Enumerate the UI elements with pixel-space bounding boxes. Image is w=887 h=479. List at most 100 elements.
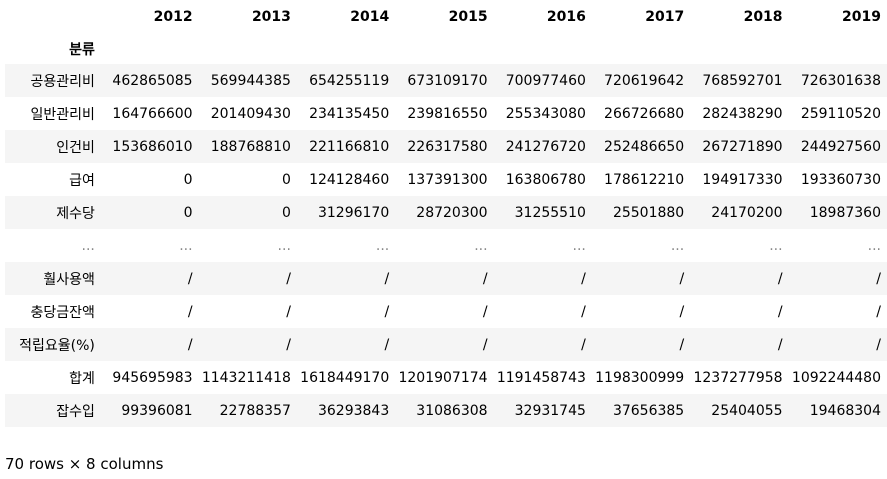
table-cell: / — [876, 303, 881, 320]
table-cell: / — [679, 270, 685, 287]
table-cell: 137391300 — [407, 171, 488, 188]
table-cell: ... — [670, 237, 685, 254]
table-row: ........................... — [5, 229, 887, 262]
column-header: 2015 — [448, 9, 488, 25]
table-cell: 569944385 — [210, 72, 291, 89]
table-cell: 462865085 — [112, 72, 193, 89]
index-name: 분류 — [69, 42, 95, 58]
table-cell: / — [679, 303, 685, 320]
table-cell: 255343080 — [505, 105, 586, 122]
table-cell: ... — [179, 237, 193, 254]
row-index-label: 공용관리비 — [30, 73, 95, 90]
row-index-label: 합계 — [69, 370, 95, 387]
table-cell: 31296170 — [317, 204, 390, 221]
table-cell: 266726680 — [604, 105, 685, 122]
table-cell: 99396081 — [121, 402, 193, 419]
table-cell: 654255119 — [309, 72, 390, 89]
shape-caption: 70 rows × 8 columns — [5, 455, 164, 473]
table-row: 충당금잔액 / / / / / / / / — [5, 295, 887, 328]
column-header: 2012 — [153, 9, 193, 25]
table-cell: ... — [867, 237, 881, 254]
table-cell: 244927560 — [800, 138, 881, 155]
row-index-label: 훨사용액 — [43, 271, 95, 288]
table-cell: 0 — [183, 171, 193, 188]
table-cell: / — [482, 270, 488, 287]
table-cell: ... — [277, 237, 291, 254]
table-cell: 700977460 — [505, 72, 586, 89]
table-cell: / — [286, 336, 291, 353]
table-cell: 0 — [281, 204, 291, 221]
table-cell: 178612210 — [604, 171, 685, 188]
table-cell: 221166810 — [309, 138, 390, 155]
table-cell: 720619642 — [604, 72, 685, 89]
table-cell: ... — [769, 237, 783, 254]
table-cell: 25404055 — [711, 402, 783, 419]
table-cell: 241276720 — [505, 138, 586, 155]
table-row: 급여 0 0 124128460 137391300 163806780 178612210… — [5, 163, 887, 196]
column-header-row: 2012 2013 2014 2015 2016 2017 2018 2019 — [5, 0, 887, 32]
table-cell: 1198300999 — [595, 369, 685, 386]
table-cell: 768592701 — [702, 72, 783, 89]
table-cell: / — [384, 303, 390, 320]
row-index-label: 잡수입 — [56, 403, 95, 420]
table-cell: 252486650 — [604, 138, 685, 155]
table-cell: / — [581, 270, 586, 287]
column-header: 2014 — [350, 9, 390, 25]
row-index-label: 급여 — [69, 172, 95, 189]
table-row: 일반관리비 164766600 201409430 234135450 23981655… — [5, 97, 887, 130]
column-header: 2017 — [645, 9, 685, 25]
table-cell: / — [876, 270, 881, 287]
table-cell: 31086308 — [416, 402, 488, 419]
table-cell: 22788357 — [219, 402, 291, 419]
table-cell: / — [777, 303, 783, 320]
table-cell: 36293843 — [317, 402, 390, 419]
table-row: 훨사용액 / / / / / / / / — [5, 262, 887, 295]
row-index-label: 충당금잔액 — [30, 304, 95, 321]
table-cell: / — [384, 336, 390, 353]
table-cell: 1143211418 — [201, 369, 291, 386]
dataframe-table: 2012 2013 2014 2015 2016 2017 2018 2019 … — [5, 0, 887, 427]
table-cell: 19468304 — [809, 402, 881, 419]
table-cell: 226317580 — [407, 138, 488, 155]
table-cell: 24170200 — [711, 204, 783, 221]
table-cell: 188768810 — [210, 138, 291, 155]
table-cell: 239816550 — [407, 105, 488, 122]
table-row: 적립요율(%) / / / / / / / / — [5, 328, 887, 361]
table-cell: 1237277958 — [693, 369, 783, 386]
table-cell: / — [187, 270, 193, 287]
table-cell: 259110520 — [800, 105, 881, 122]
table-cell: 1092244480 — [791, 369, 881, 386]
table-cell: 234135450 — [309, 105, 390, 122]
table-cell: / — [286, 270, 291, 287]
table-cell: / — [187, 336, 193, 353]
table-cell: ... — [474, 237, 488, 254]
table-cell: 945695983 — [112, 369, 193, 386]
table-cell: / — [384, 270, 390, 287]
table-cell: 37656385 — [612, 402, 685, 419]
table-row: 잡수입 99396081 22788357 36293843 31086308 32931… — [5, 394, 887, 427]
table-cell: 18987360 — [809, 204, 881, 221]
row-index-label: 제수당 — [56, 205, 95, 222]
table-cell: ... — [375, 237, 390, 254]
table-cell: 124128460 — [309, 171, 390, 188]
row-index-label: ... — [81, 237, 95, 254]
table-cell: / — [581, 336, 586, 353]
table-cell: 0 — [281, 171, 291, 188]
table-cell: 153686010 — [112, 138, 193, 155]
table-cell: 1201907174 — [398, 369, 488, 386]
table-cell: 163806780 — [505, 171, 586, 188]
table-cell: 28720300 — [416, 204, 488, 221]
table-cell: 726301638 — [800, 72, 881, 89]
column-header: 2018 — [743, 9, 783, 25]
table-row: 제수당 0 0 31296170 28720300 31255510 25501880 241… — [5, 196, 887, 229]
table-cell: / — [286, 303, 291, 320]
table-cell: 1618449170 — [300, 369, 390, 386]
table-cell: / — [777, 270, 783, 287]
table-cell: 282438290 — [702, 105, 783, 122]
index-name-row: 분류 — [5, 32, 887, 64]
table-cell: / — [777, 336, 783, 353]
table-cell: / — [876, 336, 881, 353]
table-cell: 25501880 — [612, 204, 685, 221]
table-cell: / — [679, 336, 685, 353]
